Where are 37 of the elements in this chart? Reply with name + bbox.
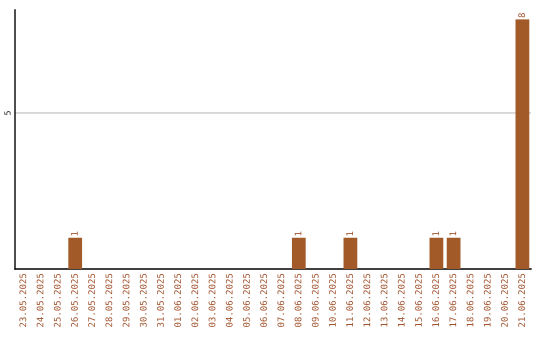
x-tick-label: 19.06.2025 <box>484 274 491 326</box>
x-tick-label: 13.06.2025 <box>380 274 388 326</box>
x-tick-label: 11.06.2025 <box>346 274 354 326</box>
x-tick-label: 10.06.2025 <box>329 274 336 326</box>
x-tick-label: 16.06.2025 <box>432 274 440 326</box>
x-tick-label: 03.06.2025 <box>208 274 216 327</box>
x-tick-label: 21.06.2025 <box>518 274 526 327</box>
data-label: 1 <box>450 232 456 236</box>
x-tick-label: 09.06.2025 <box>312 274 319 327</box>
x-tick-label: 15.06.2025 <box>415 274 422 326</box>
x-tick-label: 30.05.2025 <box>140 274 147 327</box>
x-tick-label: 04.06.2025 <box>226 274 233 327</box>
x-tick-label: 06.06.2025 <box>260 274 268 327</box>
x-tick-label: 24.05.2025 <box>36 274 44 327</box>
x-tick-label: 25.05.2025 <box>54 274 61 327</box>
x-tick-label: 18.06.2025 <box>466 274 474 326</box>
x-tick-label: 23.05.2025 <box>19 274 26 327</box>
x-tick-label: 31.05.2025 <box>157 274 164 327</box>
x-tick-label: 08.06.2025 <box>294 274 302 327</box>
x-tick-label: 17.06.2025 <box>449 274 456 326</box>
x-tick-label: 26.05.2025 <box>71 274 78 327</box>
data-label: 1 <box>346 232 353 236</box>
x-tick-label: 12.06.2025 <box>363 274 370 326</box>
x-tick-label: 07.06.2025 <box>277 274 284 327</box>
data-label: 1 <box>432 232 439 236</box>
data-label: 1 <box>71 232 78 236</box>
x-tick-label: 27.05.2025 <box>88 274 96 327</box>
data-label: 8 <box>518 13 526 18</box>
x-tick-label: 28.05.2025 <box>105 274 112 327</box>
data-label: 1 <box>294 232 302 236</box>
x-tick-label: 01.06.2025 <box>174 274 182 327</box>
x-tick-label: 20.06.2025 <box>501 274 508 327</box>
x-tick-label: 29.05.2025 <box>122 274 130 327</box>
x-tick-label: 02.06.2025 <box>191 274 198 327</box>
y-tick-label: 5 <box>4 111 11 115</box>
x-tick-label: 14.06.2025 <box>398 274 405 326</box>
x-tick-label: 05.06.2025 <box>243 274 250 327</box>
